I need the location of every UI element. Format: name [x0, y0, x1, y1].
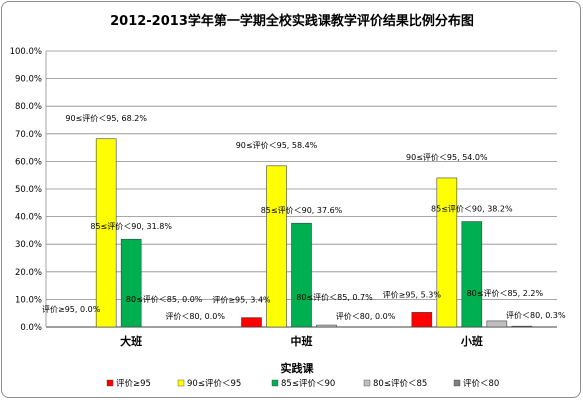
data-label: 评价＜80, 0.0% [336, 312, 396, 321]
y-tick-label: 100.0% [10, 47, 42, 57]
legend-swatch [363, 379, 371, 387]
bar [316, 324, 337, 328]
data-label: 85≤评价＜90, 38.2% [431, 205, 513, 214]
y-tick-label: 70.0% [15, 130, 42, 140]
data-label: 评价≥95, 3.4% [212, 296, 271, 305]
data-label: 评价＜80, 0.3% [506, 311, 566, 320]
y-tick-label: 0.0% [20, 323, 42, 333]
y-tick-label: 90.0% [15, 75, 42, 85]
data-label: 80≤评价＜85, 2.2% [467, 289, 544, 298]
category-label: 中班 [291, 334, 313, 348]
data-label: 评价＜80, 0.0% [165, 312, 225, 321]
y-tick-label: 30.0% [15, 240, 42, 250]
data-label: 评价≥95, 5.3% [383, 290, 442, 299]
y-tick-label: 20.0% [15, 268, 42, 278]
y-tick-label: 60.0% [15, 157, 42, 167]
data-labels: 评价≥95, 0.0% 90≤评价＜95, 68.2% 85≤评价＜90, 31.8… [42, 114, 566, 321]
data-label: 90≤评价＜95, 68.2% [65, 114, 147, 123]
legend: 评价≥95 90≤评价＜95 85≤评价＜90 80≤评价＜85 评价＜80 [106, 379, 499, 389]
bar [291, 222, 312, 328]
legend-entry: 85≤评价＜90 [281, 379, 335, 389]
data-label: 80≤评价＜85, 0.0% [126, 295, 203, 304]
bar [241, 317, 262, 328]
y-tick-label: 10.0% [15, 295, 42, 305]
data-label: 90≤评价＜95, 58.4% [236, 141, 318, 150]
legend-entry: 80≤评价＜85 [373, 379, 427, 389]
chart-title: 2012-2013学年第一学期全校实践课教学评价结果比例分布图 [110, 13, 474, 29]
legend-swatch [177, 379, 185, 387]
data-label: 85≤评价＜90, 37.6% [261, 206, 343, 215]
category-label: 小班 [460, 334, 483, 348]
bar [120, 238, 142, 328]
y-tick-label: 80.0% [15, 102, 42, 112]
bar [461, 221, 483, 328]
y-tick-label: 50.0% [15, 185, 42, 195]
x-axis-title: 实践课 [281, 361, 315, 375]
bar [95, 138, 117, 328]
category-label: 大班 [120, 334, 142, 348]
bar [436, 177, 458, 328]
bar [511, 325, 533, 328]
y-axis-ticks: 0.0% 10.0% 20.0% 30.0% 40.0% 50.0% 60.0% 70.0% 8… [10, 47, 42, 333]
data-label: 90≤评价＜95, 54.0% [406, 153, 488, 162]
bar [266, 165, 287, 328]
data-label: 85≤评价＜90, 31.8% [90, 222, 172, 231]
legend-entry: 评价≥95 [116, 379, 151, 389]
legend-entry: 评价＜80 [463, 379, 499, 389]
bar [486, 320, 508, 328]
legend-swatch [106, 379, 114, 387]
data-label: 评价≥95, 0.0% [42, 305, 101, 314]
legend-entry: 90≤评价＜95 [187, 379, 241, 389]
data-label: 80≤评价＜85, 0.7% [296, 293, 373, 302]
bar [411, 312, 433, 328]
legend-swatch [271, 379, 279, 387]
x-axis-categories: 大班 中班 小班 [120, 334, 483, 348]
bars [95, 138, 533, 328]
y-tick-label: 40.0% [15, 213, 42, 223]
legend-swatch [453, 379, 461, 387]
